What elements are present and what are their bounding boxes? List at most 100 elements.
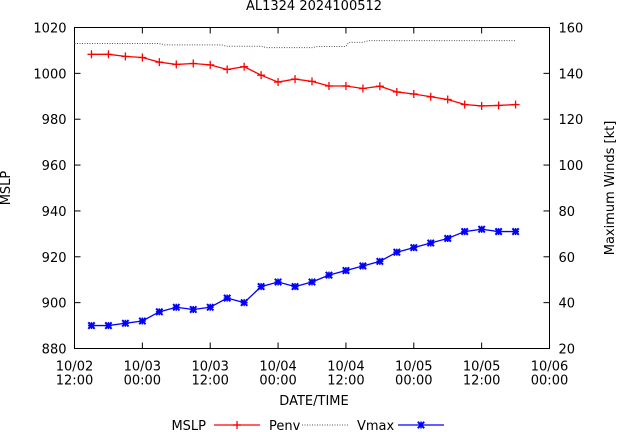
vmax-point <box>155 307 164 316</box>
legend-label-mslp: MSLP <box>171 419 206 432</box>
vmax-point <box>358 262 367 270</box>
x-tick-label-time: 12:00 <box>191 374 228 389</box>
y-left-tick-label: 1000 <box>33 67 66 82</box>
chart-title: AL1324 2024100512 <box>246 0 382 14</box>
penv-point <box>87 50 96 59</box>
penv-point <box>172 60 181 69</box>
x-tick-label-time: 00:00 <box>531 374 568 389</box>
y-left-ticks: 880 900 920 940 960 980 1000 1020 <box>33 22 550 358</box>
penv-point <box>155 58 164 67</box>
vmax-point <box>257 282 266 291</box>
vmax-point <box>291 282 299 291</box>
penv-point <box>392 87 401 96</box>
x-tick-label-time: 12:00 <box>463 374 500 389</box>
penv-point <box>460 100 469 109</box>
legend-label-penv: Penv <box>269 419 301 432</box>
penv-point <box>189 59 198 68</box>
x-tick-label-time: 12:00 <box>56 374 93 389</box>
y-left-tick-label: 920 <box>42 251 67 266</box>
vmax-point <box>443 234 452 243</box>
y-left-tick-label: 960 <box>42 159 67 174</box>
vmax-point <box>240 298 249 307</box>
vmax-point <box>223 294 232 302</box>
penv-point <box>324 81 333 90</box>
vmax-point <box>138 317 147 325</box>
penv-point <box>104 50 113 59</box>
y-right-tick-label: 140 <box>559 67 584 82</box>
y-left-tick-label: 900 <box>42 297 67 312</box>
y-left-tick-label: 940 <box>42 205 67 220</box>
vmax-point <box>206 303 215 312</box>
vmax-point <box>460 227 469 236</box>
penv-point <box>240 62 249 71</box>
x-tick-label-date: 10/06 <box>531 360 568 375</box>
penv-point <box>341 81 350 90</box>
legend-marker-vmax <box>417 421 425 429</box>
vmax-point <box>104 321 113 330</box>
x-ticks: 10/0212:0010/0300:0010/0312:0010/0400:00… <box>56 27 568 389</box>
penv-point <box>206 60 215 69</box>
penv-point <box>257 71 266 80</box>
legend: MSLP Penv Vmax <box>171 419 444 432</box>
y-right-tick-label: 20 <box>559 343 576 358</box>
penv-point <box>291 75 300 84</box>
x-tick-label-time: 00:00 <box>395 374 432 389</box>
penv-point <box>138 53 147 62</box>
y-right-label: Maximum Winds [kt] <box>603 121 618 256</box>
legend-label-vmax: Vmax <box>357 419 395 432</box>
penv-point <box>375 82 384 91</box>
vmax-line <box>91 228 516 327</box>
x-tick-label-date: 10/03 <box>124 360 161 375</box>
y-left-tick-label: 880 <box>42 343 67 358</box>
vmax-point <box>308 278 316 286</box>
x-axis-label: DATE/TIME <box>279 394 348 409</box>
y-right-tick-label: 160 <box>559 22 584 37</box>
y-left-tick-label: 980 <box>42 113 67 128</box>
penv-point <box>477 101 486 110</box>
y-right-tick-label: 40 <box>559 297 576 312</box>
x-tick-label-time: 12:00 <box>327 374 364 389</box>
vmax-point <box>172 303 181 312</box>
vmax-point <box>392 248 401 257</box>
dotted-series-line <box>74 40 516 49</box>
y-right-tick-label: 80 <box>559 205 576 220</box>
y-right-tick-label: 60 <box>559 251 576 266</box>
penv-point <box>121 52 130 61</box>
penv-point <box>358 84 367 93</box>
vmax-point <box>121 319 130 328</box>
vmax-point <box>189 305 198 314</box>
vmax-point <box>511 227 520 236</box>
penv-point <box>308 77 316 86</box>
penv-point <box>443 95 452 104</box>
x-tick-label-date: 10/03 <box>191 360 228 375</box>
penv-point <box>511 100 520 109</box>
plot-frame <box>74 27 550 349</box>
y-left-label: MSLP <box>0 171 14 206</box>
penv-line <box>91 53 516 107</box>
x-tick-label-date: 10/04 <box>259 360 296 375</box>
y-right-ticks: 20 40 60 80 100 120 140 160 <box>559 22 584 358</box>
penv-point <box>274 78 283 87</box>
dotted-line-layer <box>74 40 516 49</box>
vmax-point <box>342 266 350 275</box>
vmax-point <box>494 227 503 236</box>
y-right-tick-label: 100 <box>559 159 584 174</box>
y-right-tick-label: 120 <box>559 113 584 128</box>
vmax-point <box>477 225 486 234</box>
x-tick-label-date: 10/04 <box>327 360 364 375</box>
vmax-point <box>87 321 96 330</box>
penv-point <box>494 101 503 110</box>
penv-point <box>223 65 232 74</box>
vmax-point <box>375 257 384 266</box>
x-tick-label-date: 10/05 <box>395 360 432 375</box>
vmax-point <box>426 239 435 247</box>
x-tick-label-time: 00:00 <box>124 374 161 389</box>
legend-marks <box>214 421 444 429</box>
penv-point <box>426 92 435 101</box>
penv-point <box>409 89 418 98</box>
series-layer <box>87 50 520 330</box>
vmax-point <box>409 243 418 252</box>
x-tick-label-time: 00:00 <box>259 374 296 389</box>
